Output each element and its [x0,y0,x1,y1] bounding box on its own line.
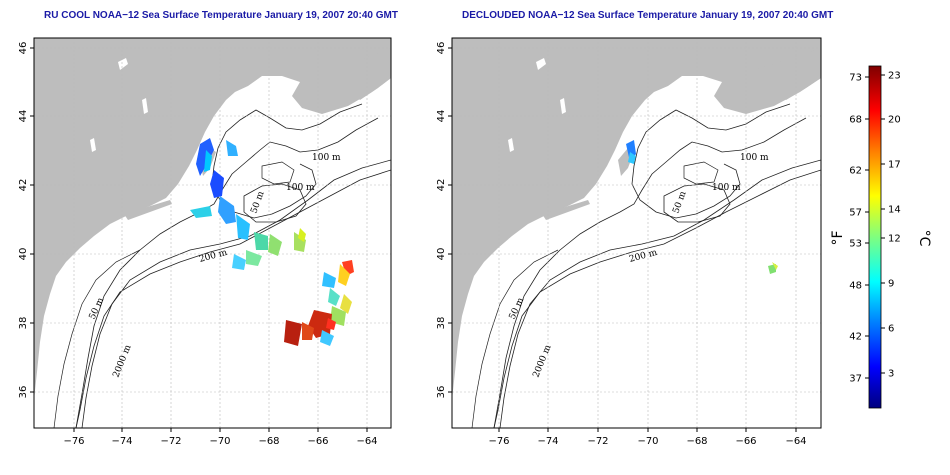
y-tick-label: 38 [436,317,447,330]
y-tick-label: 46 [436,42,447,55]
right-sst-data [626,140,778,274]
colorbar-c-tick: 20 [888,115,901,126]
colorbar-f-tick: 48 [849,281,862,292]
x-tick-label: −66 [735,436,756,447]
right-grid [452,38,821,428]
left-lake [90,138,96,152]
right-contour-100m [493,117,807,428]
left-contour-label: 100 m [286,183,315,193]
colorbar-f-tick: 68 [849,115,862,126]
left-contour-200m [81,159,391,428]
y-tick-label: 38 [18,317,29,330]
right-land-mass [452,38,821,400]
right-map-panel: 100 m 100 m 50 m 200 m 50 m 2000 m −76 −7… [436,37,822,447]
left-sst-data [190,138,354,346]
right-contour-50m [631,103,791,219]
y-tick-label: 44 [436,110,447,123]
y-tick-label: 36 [18,386,29,399]
right-contour-label: 100 m [740,153,769,163]
y-tick-label: 42 [436,179,447,192]
colorbar-unit-c: °C [916,230,932,247]
left-contour-inner [53,249,141,428]
left-map-panel: 100 m 100 m 50 m 200 m 50 m 2000 m −76 −7… [18,37,392,447]
right-contour-label: 100 m [712,183,741,193]
left-contour-50m [211,103,363,219]
right-axis-ticks: −76 −74 −72 −70 −68 −66 −64 36 38 40 42 44 46 [436,42,807,447]
right-contour-inner [471,249,559,428]
colorbar-c-tick: 17 [888,160,901,171]
colorbar: 73 68 62 57 53 48 42 37 23 20 17 14 12 9 6 3 °F °C [830,65,932,409]
colorbar-c-tick: 12 [888,234,901,245]
x-tick-label: −72 [587,436,608,447]
x-tick-label: −76 [488,436,509,447]
left-contour-2000m [75,169,391,428]
right-lake [560,98,566,114]
y-tick-label: 36 [436,386,447,399]
y-tick-label: 46 [18,42,29,55]
left-land-mass [34,38,391,400]
right-map-title: DECLOUDED NOAA−12 Sea Surface Temperatur… [462,10,834,21]
left-contour-basin [261,161,295,185]
colorbar-f-tick: 42 [849,332,862,343]
left-lake [142,98,148,114]
colorbar-c-tick: 3 [888,369,894,380]
colorbar-f-tick: 73 [849,73,862,84]
x-tick-label: −70 [637,436,658,447]
x-tick-label: −70 [209,436,230,447]
right-long-island [542,200,590,220]
left-long-island [124,200,172,220]
colorbar-unit-f: °F [830,230,846,245]
x-tick-label: −72 [160,436,181,447]
colorbar-c-tick: 14 [888,205,901,216]
colorbar-f-tick: 57 [849,208,862,219]
left-map-title: RU COOL NOAA−12 Sea Surface Temperature … [44,10,398,21]
x-tick-label: −74 [537,436,558,447]
x-tick-label: −68 [258,436,279,447]
left-lake [118,58,128,70]
right-lake [508,138,514,152]
x-tick-label: −64 [785,436,806,447]
colorbar-gradient [868,65,882,409]
x-tick-label: −76 [63,436,84,447]
y-tick-label: 40 [18,248,29,261]
left-contour-label: 100 m [312,153,341,163]
x-tick-label: −66 [307,436,328,447]
right-contour-basin [683,161,719,185]
left-axis-ticks: −76 −74 −72 −70 −68 −66 −64 36 38 40 42 44 46 [18,42,378,447]
colorbar-c-tick: 6 [888,324,894,335]
x-tick-label: −68 [686,436,707,447]
colorbar-f-tick: 37 [849,374,862,385]
y-tick-label: 44 [18,110,29,123]
colorbar-c-tick: 9 [888,279,894,290]
right-contour-2000m [493,169,821,428]
right-lake [536,58,546,70]
y-tick-label: 42 [18,179,29,192]
right-contour-200m [499,159,821,428]
x-tick-label: −74 [111,436,132,447]
colorbar-ticks: 73 68 62 57 53 48 42 37 23 20 17 14 12 9 6 3 [849,71,900,385]
y-tick-label: 40 [436,248,447,261]
x-tick-label: −64 [356,436,377,447]
right-nova-scotia [714,48,821,114]
colorbar-f-tick: 53 [849,239,862,250]
colorbar-c-tick: 23 [888,71,901,82]
colorbar-f-tick: 62 [849,166,862,177]
left-nova-scotia [292,48,391,114]
